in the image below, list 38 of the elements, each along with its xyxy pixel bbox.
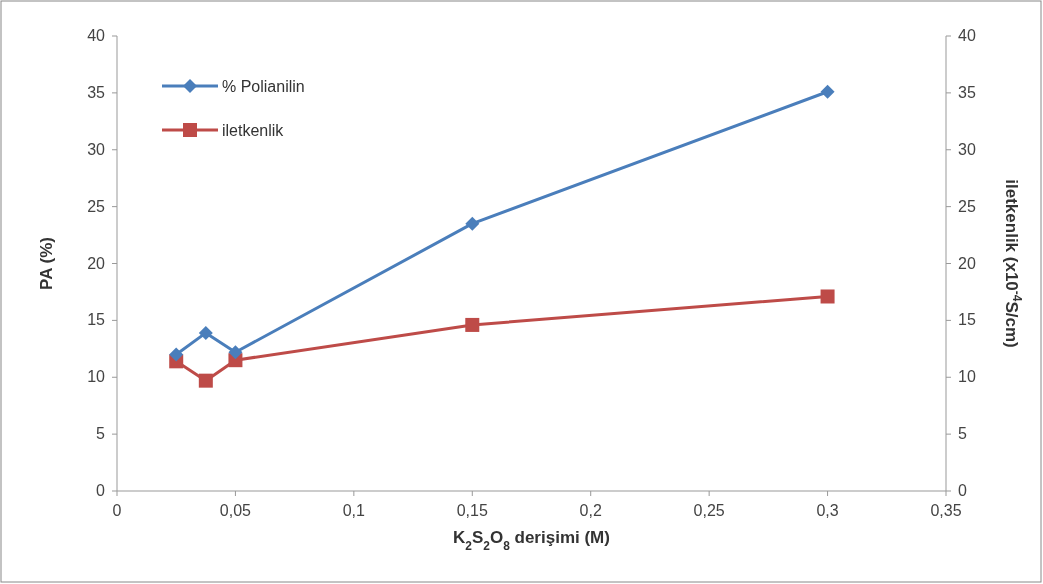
y-tick-label: 10 bbox=[87, 368, 106, 386]
x-tick-label: 0,15 bbox=[456, 502, 488, 519]
y2-tick-label: 25 bbox=[958, 197, 976, 215]
y2-tick-label: 20 bbox=[958, 254, 976, 272]
y2-tick-label: 40 bbox=[958, 27, 976, 44]
x-tick-label: 0,05 bbox=[219, 502, 252, 519]
y-tick-label: 0 bbox=[96, 482, 106, 499]
y2-tick-label: 35 bbox=[958, 83, 976, 101]
point bbox=[198, 325, 213, 340]
x-tick-label: 0,3 bbox=[816, 502, 839, 519]
y-tick-label: 15 bbox=[87, 311, 106, 329]
point bbox=[465, 317, 480, 332]
y-tick-label: 25 bbox=[87, 197, 106, 215]
y-tick-label: 35 bbox=[87, 83, 106, 101]
x-tick-label: 0,25 bbox=[693, 502, 725, 519]
y-tick-label: 30 bbox=[87, 140, 106, 158]
point bbox=[820, 84, 835, 99]
x-tick-label: 0 bbox=[112, 502, 122, 519]
x-tick-label: 0,2 bbox=[579, 502, 602, 519]
x-tick-label: 0,35 bbox=[930, 502, 962, 519]
y2-tick-label: 30 bbox=[958, 140, 976, 158]
y-tick-label: 20 bbox=[87, 254, 106, 272]
legend-label: iletkenlik bbox=[222, 122, 285, 139]
point bbox=[198, 373, 213, 388]
y-tick-label: 40 bbox=[87, 27, 106, 44]
y2-tick-label: 10 bbox=[958, 368, 976, 386]
y2-tick-label: 5 bbox=[958, 425, 967, 443]
point bbox=[169, 347, 184, 362]
x-axis-title: K$_{2}$S$_{2}$O$_{8}$ derişimi (M) bbox=[453, 528, 610, 553]
x-tick-label: 0,1 bbox=[342, 502, 366, 519]
y2-tick-label: 0 bbox=[958, 482, 967, 499]
y-axis-title: PA (%) bbox=[37, 237, 56, 290]
y2-tick-label: 15 bbox=[958, 311, 976, 329]
y-tick-label: 5 bbox=[96, 425, 106, 443]
point bbox=[465, 216, 480, 231]
point bbox=[820, 289, 835, 304]
legend-label: % Polianilin bbox=[222, 78, 305, 95]
point bbox=[228, 345, 243, 360]
